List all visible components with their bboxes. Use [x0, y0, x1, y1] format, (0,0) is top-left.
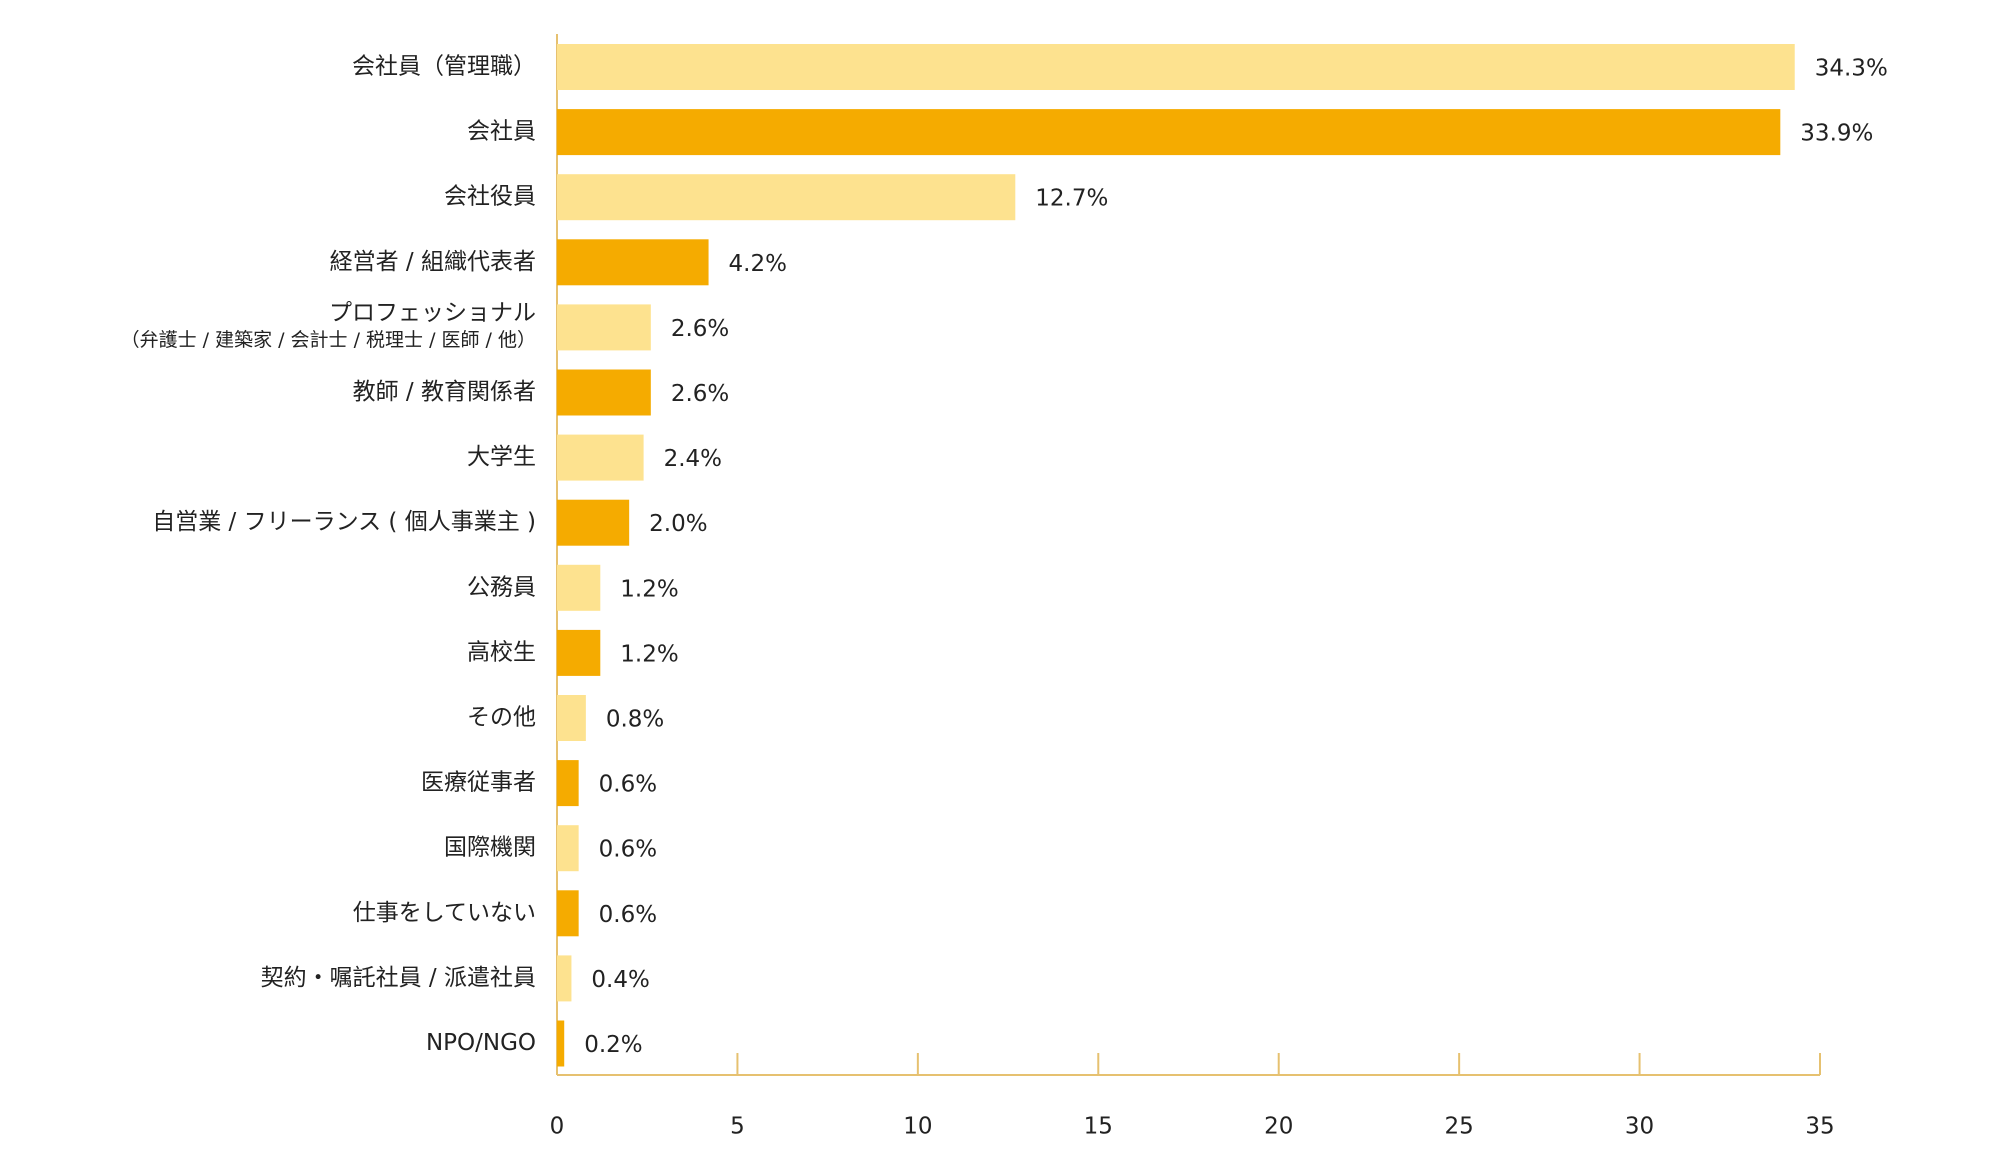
- value-label: 1.2%: [620, 576, 678, 602]
- x-tick-label: 0: [550, 1114, 565, 1140]
- y-tick-label: NPO/NGO: [426, 1030, 536, 1056]
- y-tick-label: プロフェッショナル: [329, 300, 536, 326]
- y-tick-label: 国際機関: [444, 835, 536, 861]
- y-tick-label: 会社員（管理職）: [352, 54, 536, 80]
- bar: [557, 760, 579, 807]
- value-label: 0.8%: [606, 707, 664, 733]
- y-tick-label: 自営業 / フリーランス ( 個人事業主 ): [152, 509, 536, 535]
- x-tick-label: 15: [1084, 1114, 1113, 1140]
- y-tick-label: （弁護士 / 建築家 / 会計士 / 税理士 / 医師 / 他）: [121, 329, 536, 351]
- y-tick-label: 公務員: [467, 574, 536, 600]
- value-label: 0.6%: [599, 772, 657, 798]
- value-label: 0.6%: [599, 902, 657, 928]
- bar: [557, 304, 651, 351]
- bar: [557, 239, 709, 286]
- bar: [557, 434, 644, 481]
- bar: [557, 695, 586, 741]
- y-tick-label: 会社役員: [444, 184, 536, 210]
- bar: [557, 955, 572, 1002]
- y-tick-label: 大学生: [467, 444, 536, 470]
- value-label: 2.6%: [671, 381, 729, 407]
- value-label: 0.6%: [599, 837, 657, 863]
- y-tick-label: 経営者 / 組織代表者: [330, 249, 536, 275]
- bar: [557, 369, 651, 416]
- y-tick-label: 高校生: [467, 639, 536, 665]
- x-tick-label: 10: [903, 1114, 932, 1140]
- bar: [557, 499, 630, 546]
- value-label: 2.4%: [664, 446, 722, 472]
- x-tick-label: 5: [730, 1114, 745, 1140]
- value-label: 2.0%: [649, 511, 707, 537]
- bar: [557, 109, 1781, 156]
- y-tick-label: 医療従事者: [421, 770, 536, 796]
- bar: [557, 1020, 565, 1067]
- bar: [557, 629, 601, 676]
- y-tick-label: 契約・嘱託社員 / 派遣社員: [261, 965, 536, 991]
- value-label: 12.7%: [1035, 186, 1108, 212]
- x-tick-label: 30: [1625, 1114, 1654, 1140]
- value-label: 0.4%: [591, 967, 649, 993]
- value-label: 33.9%: [1800, 121, 1873, 147]
- value-label: 2.6%: [671, 316, 729, 342]
- y-tick-label: 教師 / 教育関係者: [353, 379, 536, 405]
- x-tick-label: 35: [1805, 1114, 1834, 1140]
- value-label: 4.2%: [729, 251, 787, 277]
- bar: [557, 564, 601, 611]
- value-label: 0.2%: [584, 1032, 642, 1058]
- value-label: 34.3%: [1815, 56, 1888, 82]
- bar: [557, 174, 1016, 221]
- x-tick-label: 25: [1445, 1114, 1474, 1140]
- bar: [557, 825, 579, 872]
- y-tick-label: 会社員: [467, 119, 536, 145]
- y-tick-label: その他: [467, 705, 536, 731]
- x-tick-label: 20: [1264, 1114, 1293, 1140]
- y-tick-label: 仕事をしていない: [353, 900, 536, 926]
- bar: [557, 890, 579, 937]
- bar: [557, 44, 1795, 90]
- value-label: 1.2%: [620, 641, 678, 667]
